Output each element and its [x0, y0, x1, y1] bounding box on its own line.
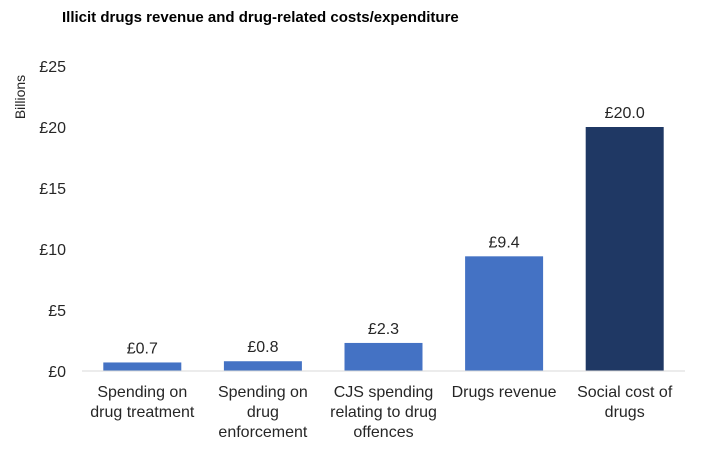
category-label: CJS spending relating to drug offences: [330, 384, 437, 441]
y-tick-label: £20: [39, 120, 66, 137]
data-labels: £0.7 £0.8 £2.3 £9.4 £20.0: [127, 105, 645, 357]
data-label: £0.7: [127, 340, 158, 357]
data-label: £2.3: [368, 321, 399, 338]
bar: [585, 127, 664, 371]
bar: [344, 342, 423, 371]
bar: [103, 362, 182, 371]
y-axis-title: Billions: [12, 75, 28, 119]
y-tick-label: £0: [48, 364, 66, 381]
data-label: £0.8: [247, 339, 278, 356]
bar: [465, 256, 544, 371]
bar: [223, 361, 302, 371]
y-tick-label: £10: [39, 242, 66, 259]
category-label: Drugs revenue: [452, 384, 557, 401]
category-label: Spending on drug enforcement: [218, 384, 308, 441]
category-label: Spending on drug treatment: [90, 384, 195, 421]
y-tick-label: £15: [39, 181, 66, 198]
y-tick-label: £25: [39, 59, 66, 76]
y-tick-label: £5: [48, 303, 66, 320]
chart-title: Illicit drugs revenue and drug-related c…: [62, 9, 459, 26]
category-label: Social cost of drugs: [577, 384, 673, 421]
bars: [103, 127, 664, 371]
data-label: £9.4: [489, 234, 520, 251]
data-label: £20.0: [605, 105, 645, 122]
y-axis-ticks: £0 £5 £10 £15 £20 £25: [39, 59, 66, 381]
category-labels: Spending on drug treatment Spending on drug…: [90, 384, 673, 441]
